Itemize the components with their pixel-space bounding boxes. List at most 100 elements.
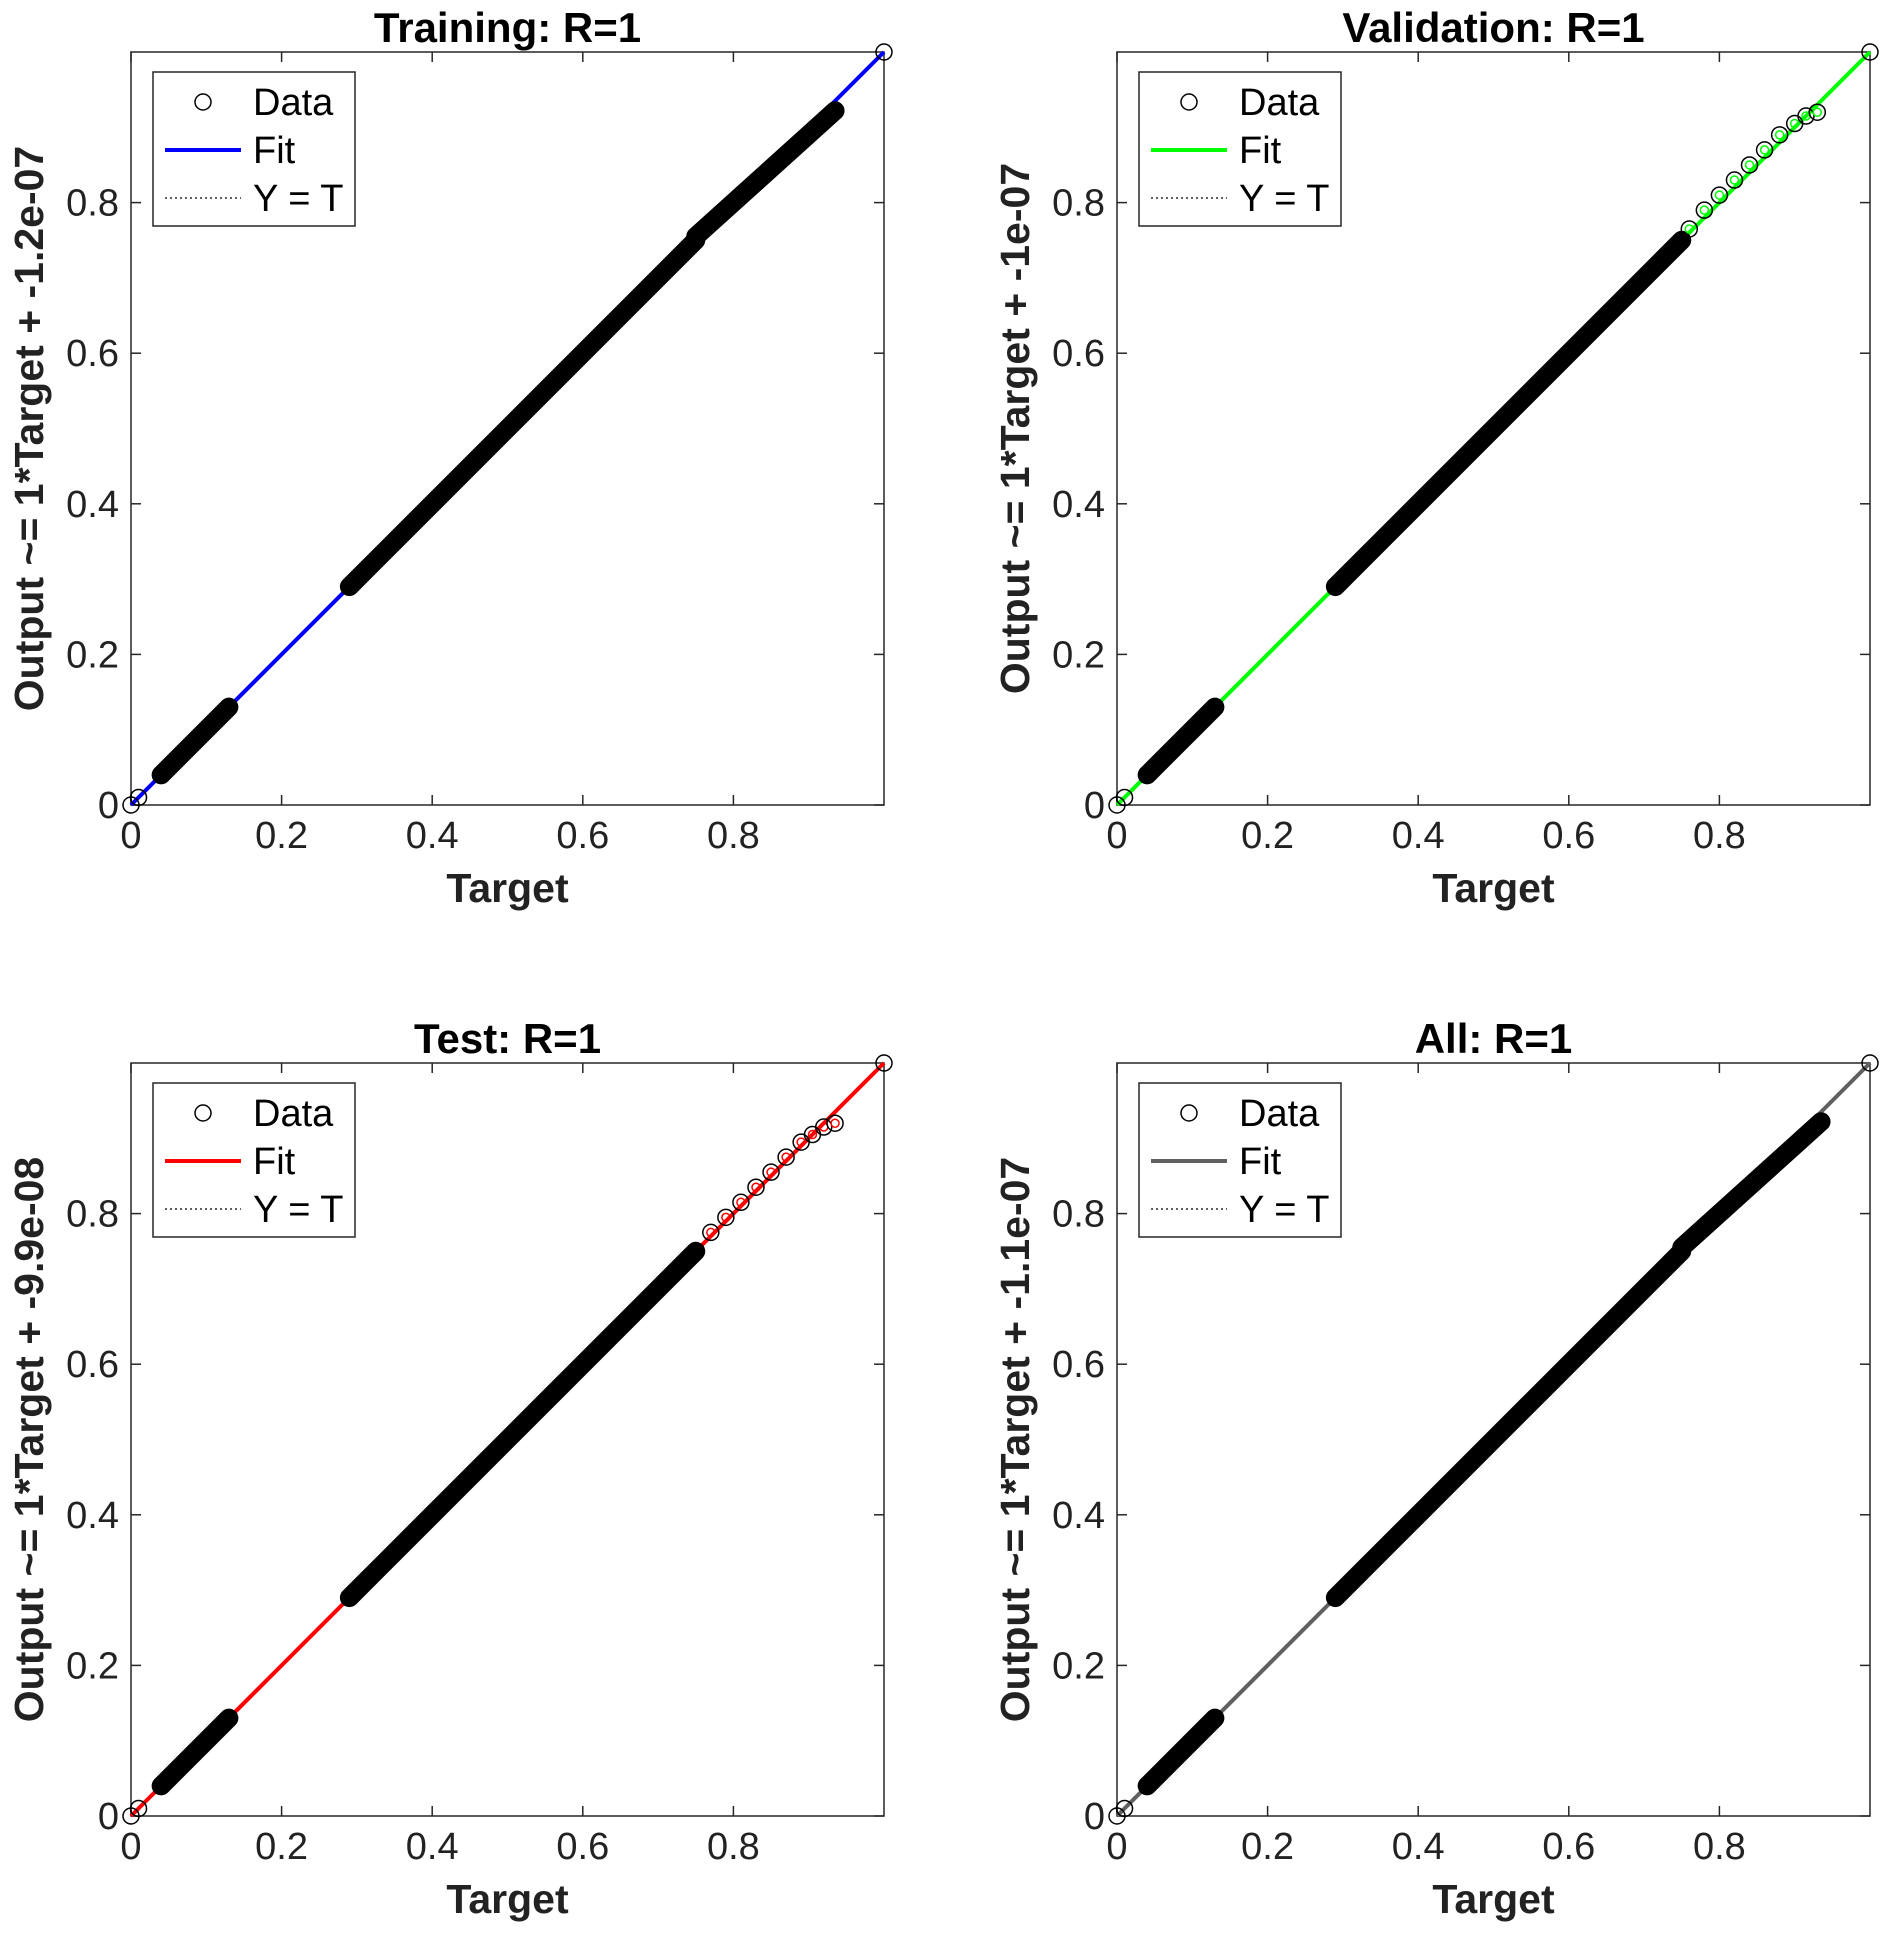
- data-point-inner: [706, 1227, 716, 1238]
- data-band: [151, 697, 239, 785]
- data-point: [1680, 220, 1699, 238]
- x-axis-label: Target: [1432, 1876, 1555, 1922]
- y-tick-label: 0.6: [66, 1344, 119, 1386]
- x-tick-label: 0.4: [406, 1826, 459, 1868]
- legend-label-data: Data: [1239, 82, 1320, 124]
- legend-label-identity: Y = T: [1239, 1189, 1330, 1231]
- data-point: [1695, 201, 1714, 219]
- legend: Data Fit Y = T: [1138, 1082, 1342, 1238]
- legend-label-fit: Fit: [253, 130, 296, 172]
- x-axis-label: Target: [446, 1876, 569, 1922]
- chart-title: Validation: R=1: [1342, 4, 1644, 51]
- y-tick-label: 0: [98, 1796, 119, 1838]
- data-point: [1725, 171, 1744, 189]
- panel-3: 0 0.2 0.4 0.6 0.8 0 0.2 0.4 0.6 0.8 Test: R=1 Targe…: [6, 1015, 893, 1922]
- data-point: [717, 1208, 735, 1227]
- data-point: [702, 1223, 720, 1242]
- x-tick-label: 0.4: [1392, 1826, 1445, 1868]
- y-tick-label: 0.8: [1052, 1194, 1105, 1236]
- data-point: [875, 1054, 893, 1072]
- data-point-inner: [781, 1152, 791, 1162]
- data-point: [129, 1799, 148, 1818]
- data-point: [1808, 103, 1827, 121]
- data-point: [1115, 1799, 1134, 1818]
- y-tick-label: 0: [98, 785, 119, 827]
- data-band: [1672, 1112, 1831, 1257]
- x-tick-label: 0.8: [1693, 815, 1746, 857]
- y-tick-label: 0.2: [1052, 1645, 1105, 1687]
- legend-label-data: Data: [253, 82, 334, 124]
- legend-label-identity: Y = T: [1239, 178, 1330, 220]
- data-band: [1325, 1241, 1692, 1608]
- legend-label-data: Data: [1239, 1093, 1320, 1135]
- data-point-inner: [1812, 107, 1823, 117]
- x-tick-label: 0.8: [707, 1826, 760, 1868]
- legend-label-fit: Fit: [253, 1141, 296, 1183]
- data-point: [747, 1178, 765, 1196]
- data-point-inner: [796, 1137, 806, 1147]
- data-point: [826, 1114, 844, 1132]
- y-tick-label: 0.2: [1052, 634, 1105, 676]
- legend-label-identity: Y = T: [253, 1189, 344, 1231]
- legend: Data Fit Y = T: [1138, 71, 1342, 227]
- legend-label-identity: Y = T: [253, 178, 344, 220]
- data-point-inner: [1684, 224, 1695, 234]
- y-axis-label: Output ~= 1*Target + -1.1e-07: [992, 1157, 1038, 1722]
- x-tick-label: 0.2: [255, 1826, 308, 1868]
- data-point-inner: [1699, 205, 1710, 215]
- data-point-inner: [1714, 190, 1725, 200]
- y-tick-label: 0.8: [1052, 183, 1105, 225]
- data-point: [762, 1163, 780, 1181]
- data-point: [815, 1118, 833, 1136]
- chart-title: All: R=1: [1415, 1015, 1573, 1062]
- data-band: [1137, 1708, 1225, 1796]
- y-tick-label: 0.8: [66, 1194, 119, 1236]
- x-tick-label: 0.6: [1542, 815, 1595, 857]
- x-tick-label: 0: [1106, 815, 1127, 857]
- panel-4: 0 0.2 0.4 0.6 0.8 0 0.2 0.4 0.6 0.8 All: R=1 Target…: [992, 1015, 1879, 1922]
- x-tick-label: 0.4: [406, 815, 459, 857]
- legend-label-fit: Fit: [1239, 1141, 1282, 1183]
- data-point: [1740, 156, 1759, 174]
- x-tick-label: 0: [120, 1826, 141, 1868]
- y-tick-label: 0.2: [66, 1645, 119, 1687]
- x-tick-label: 0.4: [1392, 815, 1445, 857]
- legend-label-data: Data: [253, 1093, 334, 1135]
- data-point-inner: [766, 1167, 776, 1177]
- legend: Data Fit Y = T: [152, 71, 356, 227]
- data-point-inner: [1729, 175, 1740, 185]
- y-tick-label: 0.8: [66, 183, 119, 225]
- data-point: [129, 788, 148, 807]
- x-axis-label: Target: [1432, 865, 1555, 911]
- data-point-inner: [736, 1197, 746, 1208]
- y-tick-label: 0.2: [66, 634, 119, 676]
- data-point: [875, 43, 893, 61]
- x-tick-label: 0.6: [556, 815, 609, 857]
- data-point: [1797, 107, 1815, 125]
- y-tick-label: 0.6: [1052, 1344, 1105, 1386]
- y-tick-label: 0.4: [66, 484, 119, 526]
- data-point: [1710, 186, 1729, 204]
- data-point-inner: [751, 1182, 761, 1192]
- data-point-inner: [830, 1118, 840, 1128]
- data-point-inner: [1744, 160, 1755, 170]
- x-tick-label: 0.8: [707, 815, 760, 857]
- y-tick-label: 0: [1084, 1796, 1105, 1838]
- x-tick-label: 0: [120, 815, 141, 857]
- x-axis-label: Target: [446, 865, 569, 911]
- y-tick-label: 0.4: [1052, 484, 1105, 526]
- y-tick-label: 0.4: [66, 1495, 119, 1537]
- data-point: [1115, 788, 1134, 807]
- x-tick-label: 0.2: [1241, 815, 1294, 857]
- data-point: [1770, 126, 1789, 144]
- x-tick-label: 0.8: [1693, 1826, 1746, 1868]
- data-band: [151, 1708, 239, 1796]
- x-tick-label: 0.2: [255, 815, 308, 857]
- legend-data-marker: [194, 93, 212, 111]
- legend-data-marker: [1180, 93, 1198, 111]
- panel-1: 0 0.2 0.4 0.6 0.8 0 0.2 0.4 0.6 0.8 Training: R=1 T…: [6, 4, 893, 911]
- data-band: [686, 101, 845, 246]
- data-band: [1137, 697, 1225, 785]
- y-tick-label: 0.4: [1052, 1495, 1105, 1537]
- x-tick-label: 0: [1106, 1826, 1127, 1868]
